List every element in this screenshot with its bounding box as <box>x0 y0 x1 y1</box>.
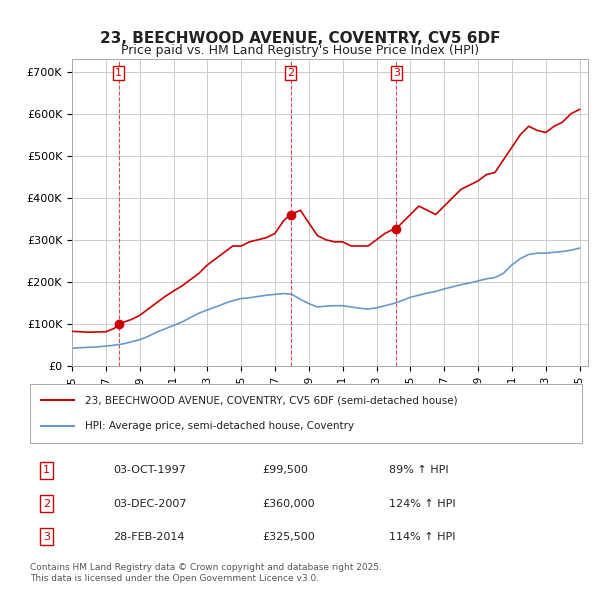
Text: £99,500: £99,500 <box>262 466 308 476</box>
Text: 03-DEC-2007: 03-DEC-2007 <box>113 499 187 509</box>
Text: Contains HM Land Registry data © Crown copyright and database right 2025.
This d: Contains HM Land Registry data © Crown c… <box>30 563 382 583</box>
Text: 1: 1 <box>43 466 50 476</box>
Text: 2: 2 <box>287 68 294 78</box>
Text: 89% ↑ HPI: 89% ↑ HPI <box>389 466 448 476</box>
Text: 3: 3 <box>393 68 400 78</box>
Text: 1: 1 <box>115 68 122 78</box>
Text: HPI: Average price, semi-detached house, Coventry: HPI: Average price, semi-detached house,… <box>85 421 355 431</box>
Text: 114% ↑ HPI: 114% ↑ HPI <box>389 532 455 542</box>
Text: 03-OCT-1997: 03-OCT-1997 <box>113 466 185 476</box>
Text: £360,000: £360,000 <box>262 499 314 509</box>
Text: 3: 3 <box>43 532 50 542</box>
Text: 2: 2 <box>43 499 50 509</box>
Text: 124% ↑ HPI: 124% ↑ HPI <box>389 499 455 509</box>
Text: 23, BEECHWOOD AVENUE, COVENTRY, CV5 6DF: 23, BEECHWOOD AVENUE, COVENTRY, CV5 6DF <box>100 31 500 46</box>
Text: Price paid vs. HM Land Registry's House Price Index (HPI): Price paid vs. HM Land Registry's House … <box>121 44 479 57</box>
Text: 23, BEECHWOOD AVENUE, COVENTRY, CV5 6DF (semi-detached house): 23, BEECHWOOD AVENUE, COVENTRY, CV5 6DF … <box>85 395 458 405</box>
Text: 28-FEB-2014: 28-FEB-2014 <box>113 532 184 542</box>
Text: £325,500: £325,500 <box>262 532 314 542</box>
